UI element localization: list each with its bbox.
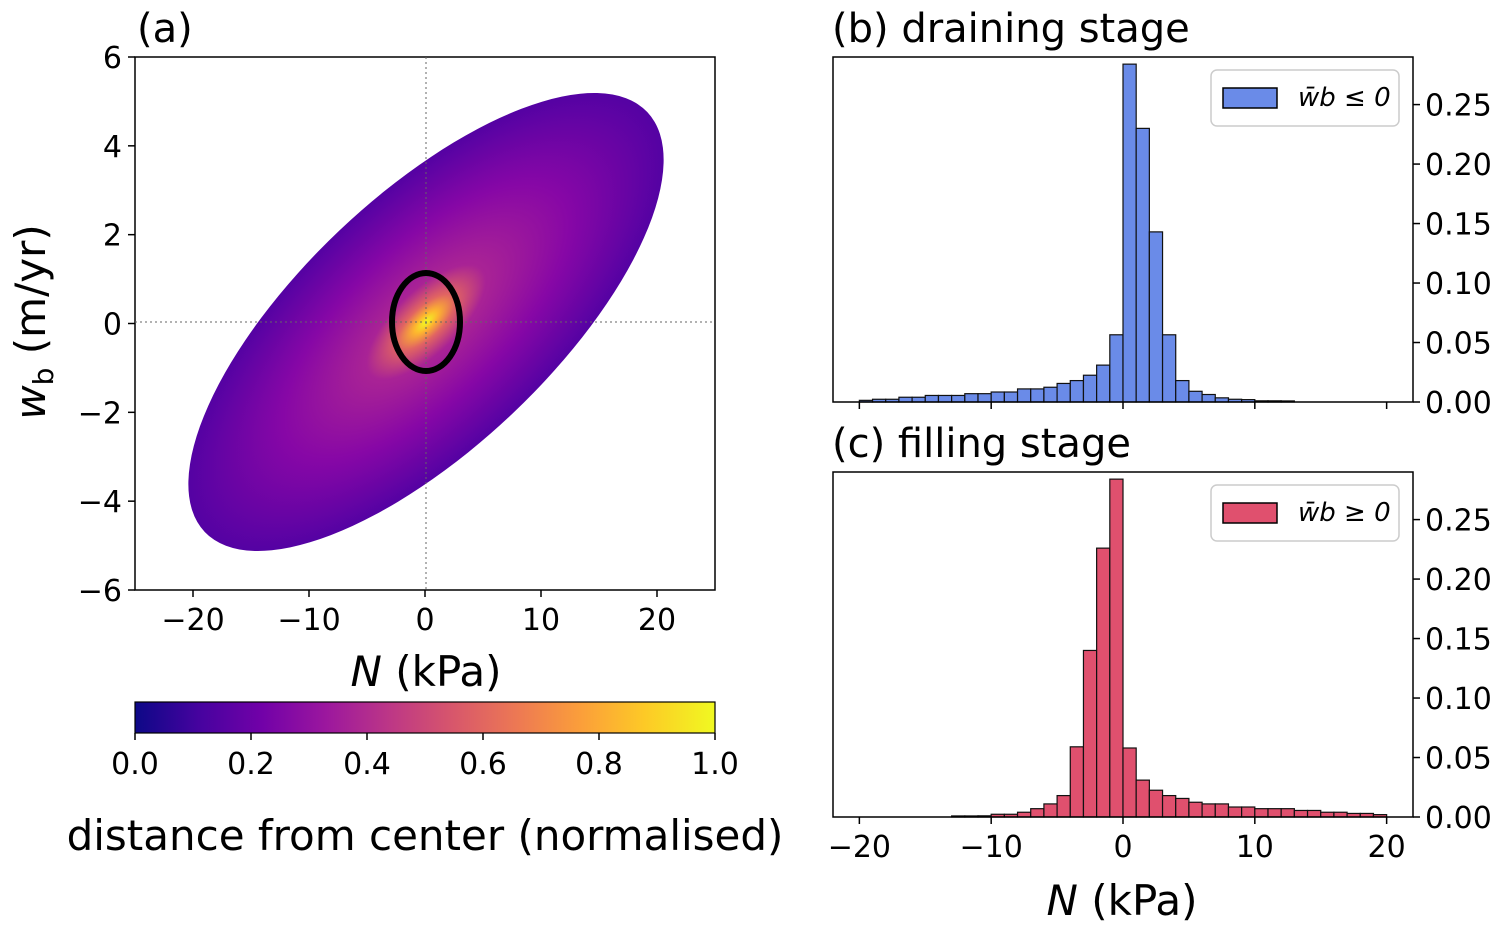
histogram-bar xyxy=(1293,809,1309,818)
histogram-bar xyxy=(1030,808,1045,818)
histogram-bar xyxy=(1306,809,1322,818)
y-tick-label: 0.15 xyxy=(1425,208,1492,243)
y-tick-label: 0.00 xyxy=(1425,386,1492,421)
colorbar-tick-label: 0.4 xyxy=(343,747,391,782)
histogram-bar xyxy=(1188,390,1203,403)
histogram-bar xyxy=(1109,334,1124,403)
histogram-bar xyxy=(924,394,940,403)
legend-label-draining: w̄b ≤ 0 xyxy=(1298,83,1391,113)
histogram-bar xyxy=(1227,806,1243,818)
x-tick-label: −20 xyxy=(161,603,224,638)
panel-b-legend: w̄b ≤ 0 xyxy=(1210,69,1400,127)
y-tick-label: −6 xyxy=(78,574,122,609)
histogram-bar xyxy=(1241,806,1256,818)
panel-a-x-axis-label: N (kPa) xyxy=(350,647,501,696)
histogram-bar xyxy=(1188,801,1203,818)
histogram-bar xyxy=(964,393,979,403)
y-tick-label: 0.05 xyxy=(1425,742,1492,777)
histogram-bar xyxy=(1135,127,1150,403)
colorbar-tick-label: 1.0 xyxy=(691,747,739,782)
x-tick-label: 0 xyxy=(1113,830,1132,865)
y-tick-label: 4 xyxy=(103,130,122,165)
histogram-bar xyxy=(1122,63,1137,403)
colorbar-label: distance from center (normalised) xyxy=(67,811,784,860)
histogram-bar xyxy=(1016,388,1032,403)
colorbar xyxy=(134,701,716,734)
panel-c-legend: w̄b ≥ 0 xyxy=(1210,484,1400,542)
highlight-ellipse xyxy=(389,270,463,374)
y-tick-label: −2 xyxy=(78,396,122,431)
histogram-bar xyxy=(1201,803,1216,818)
x-tick-label: −20 xyxy=(828,830,891,865)
y-tick-label: 0.00 xyxy=(1425,801,1492,836)
y-tick-label: 6 xyxy=(103,41,122,76)
legend-swatch-draining xyxy=(1222,87,1278,109)
histogram-bar xyxy=(1175,797,1190,818)
panel-a-label: (a) xyxy=(137,6,193,52)
y-tick-label: 0.05 xyxy=(1425,327,1492,362)
panel-c: (c) filling stage −20 −10 0 10 20 0.00 0.05 0.1… xyxy=(828,421,1492,925)
histogram-bar xyxy=(1056,794,1071,818)
histogram-bar xyxy=(1096,364,1111,403)
panel-c-title: (c) filling stage xyxy=(832,421,1131,467)
y-tick-label: 0.10 xyxy=(1425,267,1492,302)
histogram-bar xyxy=(1175,379,1190,403)
x-tick-label: 10 xyxy=(1236,830,1274,865)
histogram-bar xyxy=(990,391,1005,403)
histogram-bar xyxy=(1201,393,1216,403)
histogram-bar xyxy=(1214,803,1230,818)
histogram-bar xyxy=(977,393,992,403)
colorbar-tick-label: 0.2 xyxy=(227,747,275,782)
histogram-bar xyxy=(1043,386,1058,403)
histogram-bar xyxy=(1135,779,1150,818)
y-tick-label: 0.25 xyxy=(1425,89,1492,124)
y-tick-label: −4 xyxy=(78,485,122,520)
y-tick-label: 0.25 xyxy=(1425,504,1492,539)
x-tick-label: −10 xyxy=(277,603,340,638)
histogram-bar xyxy=(1096,547,1111,818)
histogram-bar xyxy=(1122,747,1137,818)
x-tick-label: 20 xyxy=(638,603,676,638)
panel-c-x-axis-label: N (kPa) xyxy=(1046,876,1197,925)
histogram-bar xyxy=(1069,746,1085,818)
y-tick-label: 0.15 xyxy=(1425,623,1492,658)
legend-swatch-filling xyxy=(1222,502,1278,524)
y-tick-label: 0.10 xyxy=(1425,682,1492,717)
x-tick-label: 10 xyxy=(522,603,560,638)
x-tick-label: −10 xyxy=(960,830,1023,865)
panel-a-y-axis-label: wb (m/yr) xyxy=(6,224,60,419)
histogram-bar xyxy=(1161,334,1177,403)
y-tick-label: 0.20 xyxy=(1425,563,1492,598)
colorbar-tick-label: 0.6 xyxy=(459,747,507,782)
panel-b-title: (b) draining stage xyxy=(832,6,1190,52)
y-tick-label: 0.20 xyxy=(1425,148,1492,183)
histogram-bar xyxy=(1030,388,1045,403)
histogram-bar xyxy=(1161,794,1177,818)
histogram-bar xyxy=(1267,808,1282,818)
histogram-bar xyxy=(951,394,966,403)
histogram-bar xyxy=(1109,478,1124,818)
histogram-bar xyxy=(937,394,953,403)
colorbar-tick-label: 0.0 xyxy=(111,747,159,782)
colorbar-tick-label: 0.8 xyxy=(575,747,623,782)
histogram-bar xyxy=(1148,789,1164,818)
histogram-bar xyxy=(1082,649,1098,818)
x-tick-label: 20 xyxy=(1368,830,1406,865)
panel-b: (b) draining stage 0.00 0.05 0.10 0.15 0.20 0… xyxy=(832,6,1492,421)
histogram-bar xyxy=(1056,382,1071,403)
y-tick-label: 0 xyxy=(103,308,122,343)
histogram-bar xyxy=(1082,374,1098,403)
x-tick-label: 0 xyxy=(415,603,434,638)
histogram-bar xyxy=(1003,391,1019,403)
histogram-bar xyxy=(1280,808,1295,818)
histogram-bar xyxy=(1254,808,1269,818)
histogram-bar xyxy=(1148,231,1164,403)
legend-label-filling: w̄b ≥ 0 xyxy=(1298,498,1391,528)
y-tick-label: 2 xyxy=(103,219,122,254)
histogram-bar xyxy=(1069,379,1085,403)
histogram-bar xyxy=(1043,803,1058,818)
